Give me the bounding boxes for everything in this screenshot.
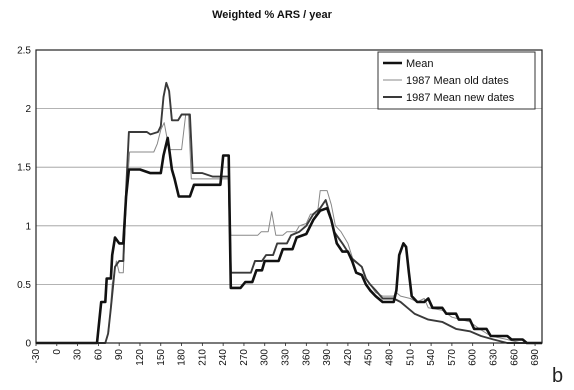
x-tick-label: 150 — [156, 349, 167, 366]
legend-label: 1987 Mean old dates — [406, 75, 509, 87]
series-layer — [36, 81, 542, 345]
x-tick-label: 390 — [322, 349, 333, 366]
series-line-0 — [36, 136, 542, 345]
legend-label: Mean — [406, 58, 434, 70]
x-tick-label: 480 — [385, 349, 396, 366]
x-tick-label: 90 — [114, 349, 125, 361]
x-tick-label: 270 — [239, 349, 250, 366]
x-tick-label: 630 — [488, 349, 499, 366]
x-tick-label: 360 — [301, 349, 312, 366]
x-tick-label: 450 — [364, 349, 375, 366]
y-tick-label: 1 — [25, 221, 31, 232]
x-tick-label: 330 — [281, 349, 292, 366]
x-tick-label: 600 — [468, 349, 479, 366]
x-tick-label: 60 — [93, 349, 104, 361]
y-tick-label: 1.5 — [17, 163, 31, 174]
x-tick-label: 540 — [426, 349, 437, 366]
x-tick-label: 300 — [260, 349, 271, 366]
x-axis-ticks: -30 0 30 60 90 120 150 180 210 240 270 300 330 360 390… — [31, 343, 541, 366]
x-tick-label: 210 — [197, 349, 208, 366]
x-tick-label: 510 — [405, 349, 416, 366]
x-tick-label: 180 — [177, 349, 188, 366]
x-tick-label: -30 — [31, 349, 42, 364]
legend-box — [377, 51, 536, 110]
chart-title: Weighted % ARS / year — [212, 9, 333, 21]
x-tick-label: 420 — [343, 349, 354, 366]
x-tick-label: 30 — [73, 349, 84, 361]
x-tick-label: 570 — [447, 349, 458, 366]
x-tick-label: 240 — [218, 349, 229, 366]
y-tick-label: 0 — [25, 339, 31, 350]
legend: Mean 1987 Mean old dates 1987 Mean new dat… — [377, 51, 536, 110]
y-tick-label: 2 — [25, 104, 31, 115]
x-tick-label: 660 — [509, 349, 520, 366]
plot-frame — [35, 49, 543, 344]
series-line-1 — [36, 114, 542, 344]
series-line-2 — [36, 81, 542, 344]
x-tick-label: 690 — [530, 349, 541, 366]
panel-label: b — [552, 365, 563, 387]
y-axis-ticks: 0 0.5 1 1.5 2 2.5 — [17, 46, 31, 350]
legend-label: 1987 Mean new dates — [406, 92, 515, 104]
y-tick-label: 0.5 — [17, 280, 31, 291]
x-tick-label: 0 — [52, 349, 63, 355]
y-tick-label: 2.5 — [17, 46, 31, 57]
x-tick-label: 120 — [135, 349, 146, 366]
